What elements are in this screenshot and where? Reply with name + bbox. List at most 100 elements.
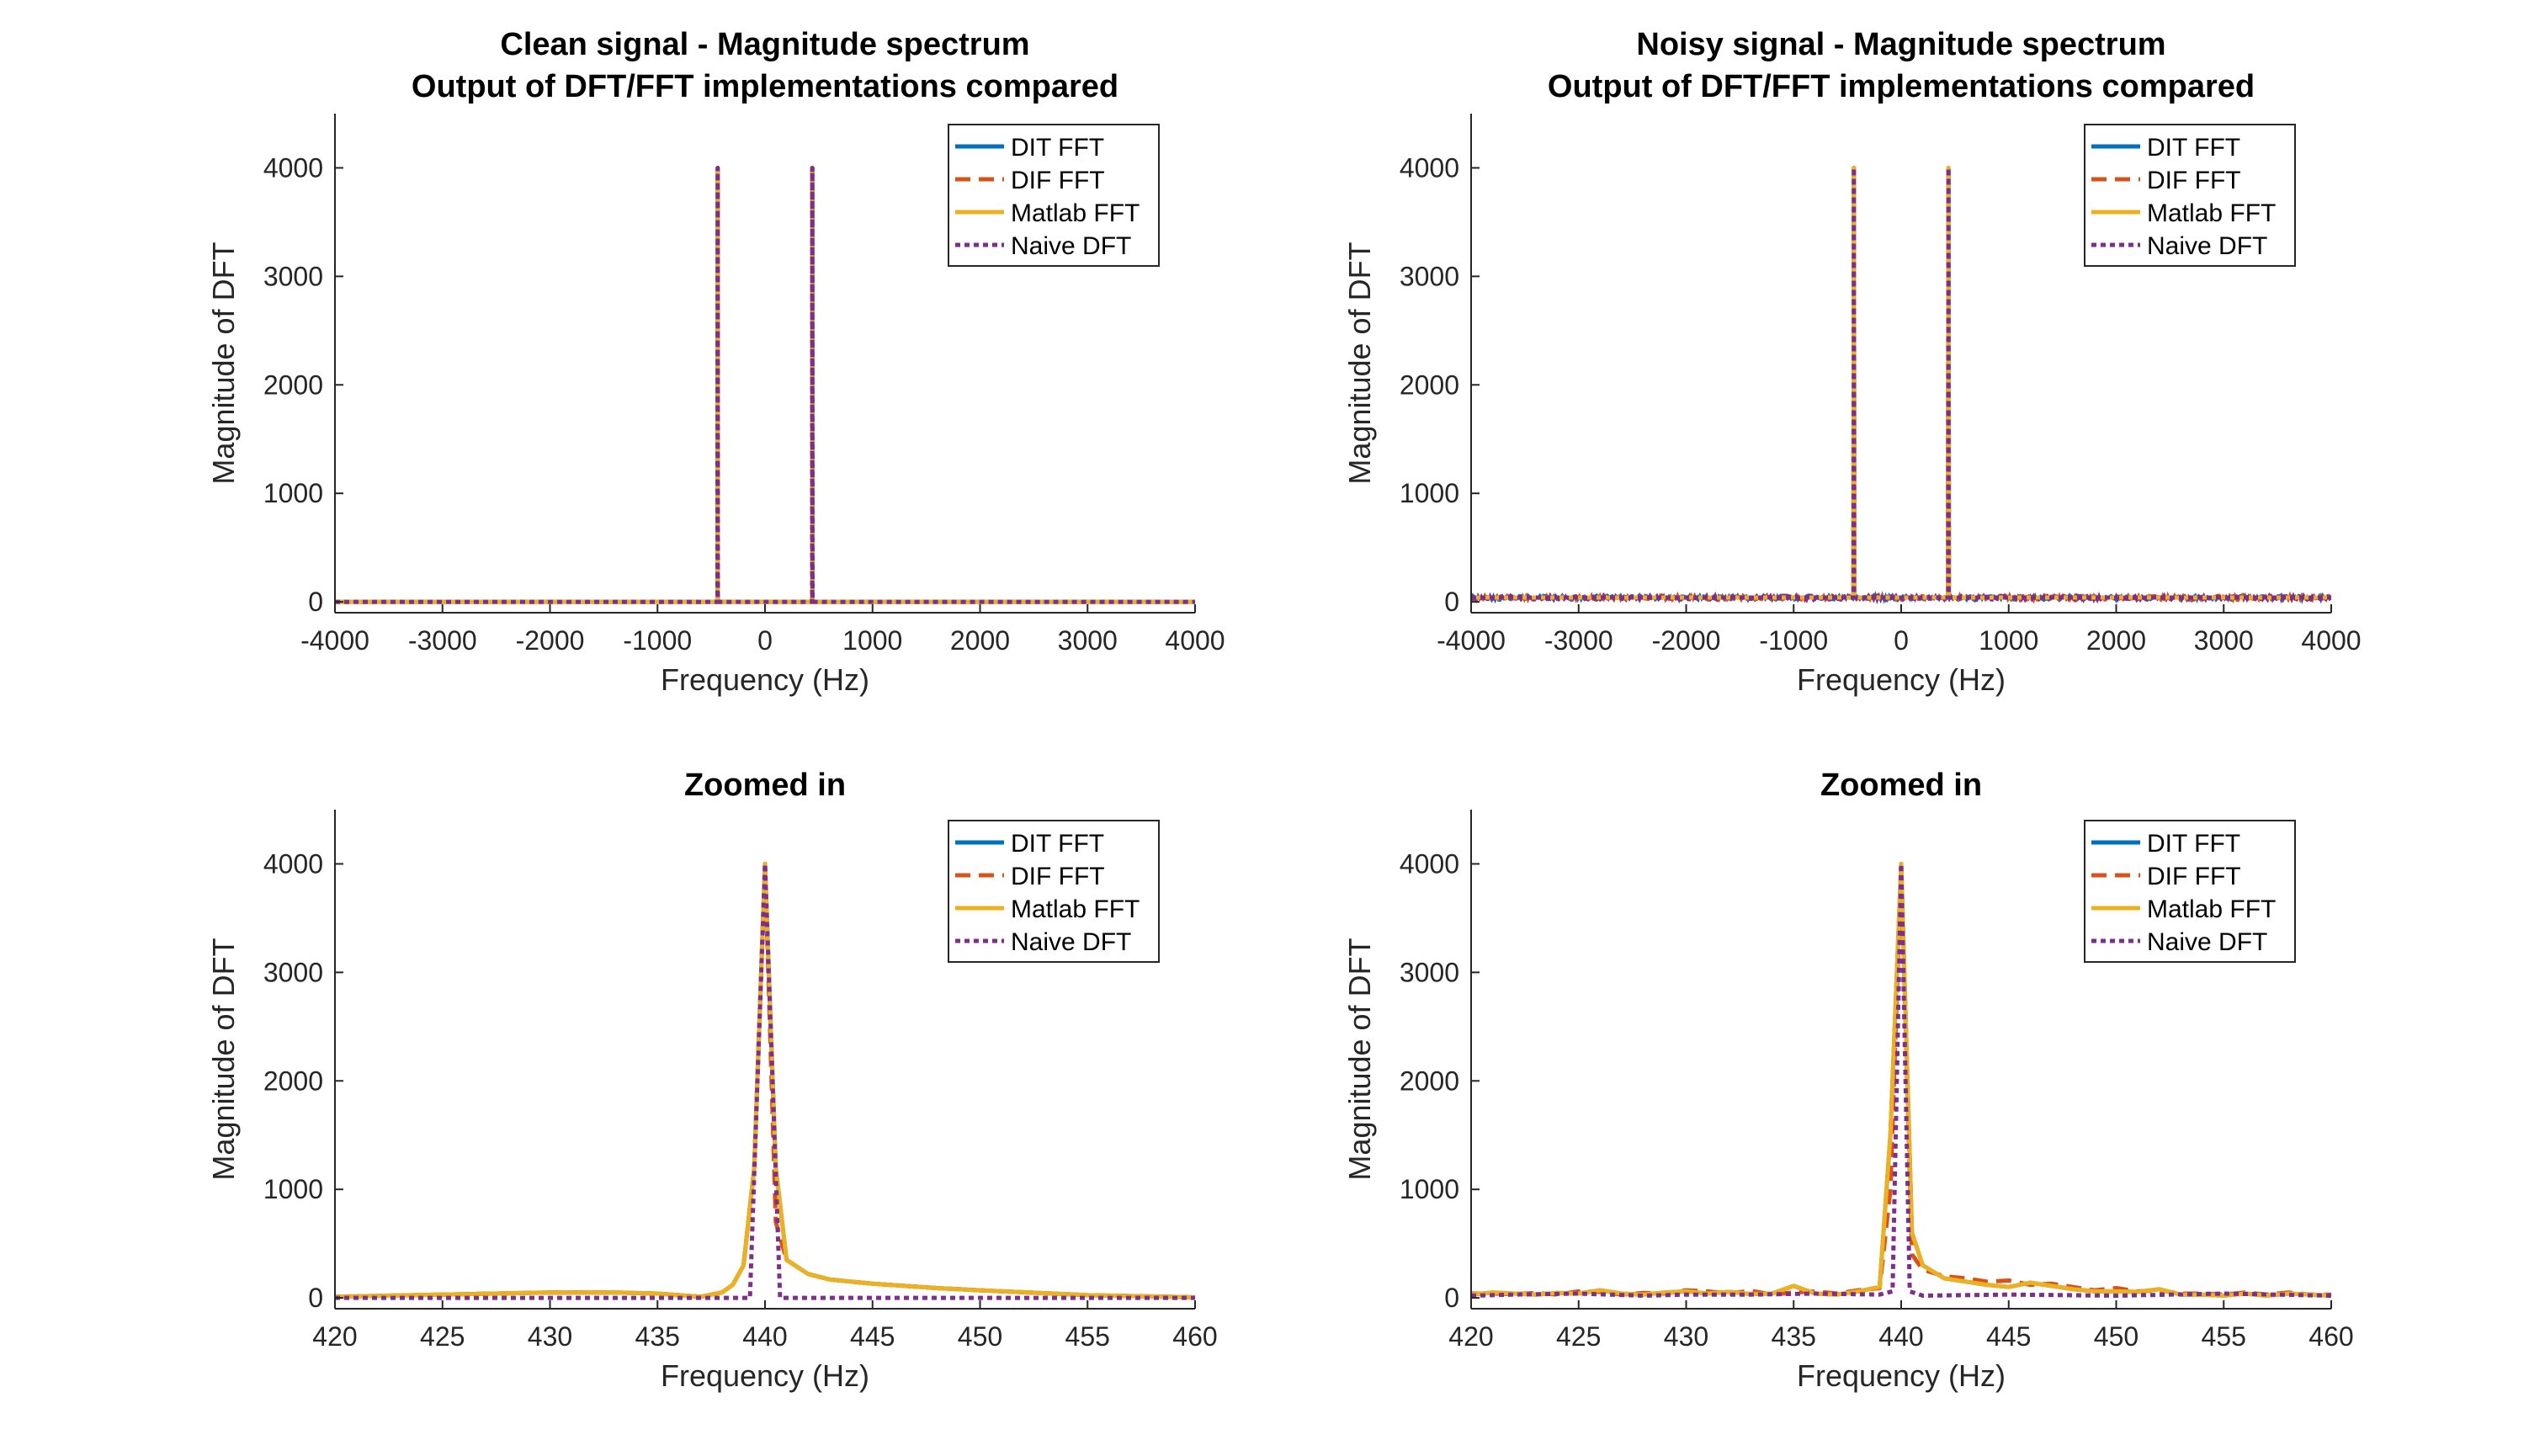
y-tick-label: 2000 (263, 1065, 323, 1096)
x-tick-label: 420 (1448, 1321, 1493, 1352)
x-tick-label: 430 (528, 1321, 572, 1352)
x-tick-label: 445 (1986, 1321, 2031, 1352)
legend: DIT FFT DIF FFT Matlab FFT Naive DFT (948, 820, 1160, 963)
x-tick-label: 455 (1065, 1321, 1110, 1352)
chart-panel-4: Zoomed in 420 425 430 435 440 445 450 455 460 0 100… (1342, 768, 2354, 1393)
series-group (1471, 166, 2331, 605)
x-axis-label: Frequency (Hz) (1797, 662, 2006, 697)
chart-title-line: Output of DFT/FFT implementations compar… (412, 69, 1118, 104)
legend-label-dif: DIF FFT (2147, 863, 2241, 890)
x-tick-label: 425 (1556, 1321, 1601, 1352)
x-tick-label: 3000 (1058, 625, 1118, 656)
y-tick-label: 3000 (263, 957, 323, 987)
legend-label-dif: DIF FFT (1011, 167, 1105, 194)
x-tick-label: 3000 (2194, 625, 2254, 656)
x-tick-label: -1000 (1759, 625, 1828, 656)
x-tick-label: 450 (958, 1321, 1002, 1352)
x-tick-label: 420 (312, 1321, 357, 1352)
x-tick-label: 460 (2309, 1321, 2353, 1352)
legend-label-matlab: Matlab FFT (2147, 895, 2276, 923)
y-tick-label: 2000 (1400, 1065, 1459, 1096)
legend-label-naive: Naive DFT (1011, 232, 1131, 260)
chart-title-line: Zoomed in (1820, 768, 1982, 803)
x-tick-label: -3000 (408, 625, 477, 656)
chart-panel-3: Zoomed in 420 425 430 435 440 445 450 455 460 0 100… (206, 768, 1218, 1393)
x-tick-label: 435 (1772, 1321, 1816, 1352)
y-tick-label: 3000 (1400, 957, 1459, 987)
legend-label-matlab: Matlab FFT (1011, 199, 1140, 227)
y-axis-label: Magnitude of DFT (206, 242, 241, 484)
legend-label-matlab: Matlab FFT (2147, 199, 2276, 227)
x-tick-label: 435 (635, 1321, 680, 1352)
y-tick-label: 4000 (263, 848, 323, 879)
legend-label-dif: DIF FFT (1011, 863, 1105, 890)
x-tick-label: -3000 (1544, 625, 1613, 656)
x-axis-label: Frequency (Hz) (1797, 1358, 2006, 1393)
x-tick-label: -1000 (623, 625, 692, 656)
y-tick-label: 4000 (1400, 152, 1459, 183)
chart-title-line: Zoomed in (684, 768, 846, 803)
x-tick-label: 440 (1878, 1321, 1923, 1352)
legend-label-dif: DIF FFT (2147, 167, 2241, 194)
series-group (335, 166, 1195, 604)
x-axis-label: Frequency (Hz) (661, 1358, 869, 1393)
y-axis-label: Magnitude of DFT (206, 938, 241, 1180)
legend-label-naive: Naive DFT (2147, 232, 2267, 260)
y-tick-label: 1000 (263, 478, 323, 508)
x-tick-label: 455 (2202, 1321, 2246, 1352)
x-tick-label: 450 (2094, 1321, 2139, 1352)
legend-label-dit: DIT FFT (2147, 830, 2240, 858)
series-line-naive (1471, 166, 2331, 600)
legend-label-naive: Naive DFT (2147, 928, 2267, 956)
series-group (1471, 862, 2331, 1298)
x-tick-label: 2000 (950, 625, 1010, 656)
x-tick-label: 425 (420, 1321, 465, 1352)
legend-label-dit: DIT FFT (1011, 830, 1104, 858)
y-tick-label: 4000 (263, 152, 323, 183)
y-tick-label: 0 (1444, 587, 1459, 617)
x-tick-label: -2000 (516, 625, 585, 656)
x-tick-label: -4000 (300, 625, 369, 656)
legend-label-naive: Naive DFT (1011, 928, 1131, 956)
chart-title-line: Noisy signal - Magnitude spectrum (1636, 27, 2165, 62)
x-tick-label: -2000 (1652, 625, 1721, 656)
x-tick-label: 445 (850, 1321, 895, 1352)
x-tick-label: 440 (742, 1321, 787, 1352)
x-tick-label: -4000 (1437, 625, 1506, 656)
x-tick-label: 0 (1894, 625, 1909, 656)
x-tick-label: 430 (1664, 1321, 1708, 1352)
y-tick-label: 0 (308, 587, 323, 617)
y-axis-label: Magnitude of DFT (1342, 242, 1377, 484)
x-tick-label: 0 (757, 625, 773, 656)
chart-panel-1: Clean signal - Magnitude spectrum Output … (206, 27, 1225, 697)
chart-title-line: Output of DFT/FFT implementations compar… (1548, 69, 2255, 104)
legend-label-matlab: Matlab FFT (1011, 895, 1140, 923)
y-tick-label: 1000 (1400, 478, 1459, 508)
x-tick-label: 2000 (2086, 625, 2146, 656)
y-axis-label: Magnitude of DFT (1342, 938, 1377, 1180)
x-tick-label: 1000 (1979, 625, 2038, 656)
legend: DIT FFT DIF FFT Matlab FFT Naive DFT (948, 124, 1160, 267)
series-line-naive (1471, 862, 2331, 1298)
y-tick-label: 3000 (263, 261, 323, 291)
y-tick-label: 4000 (1400, 848, 1459, 879)
legend: DIT FFT DIF FFT Matlab FFT Naive DFT (2084, 820, 2296, 963)
y-tick-label: 0 (1444, 1283, 1459, 1313)
chart-title-line: Clean signal - Magnitude spectrum (500, 27, 1029, 62)
y-tick-label: 2000 (263, 369, 323, 400)
y-tick-label: 0 (308, 1283, 323, 1313)
y-tick-label: 1000 (1400, 1174, 1459, 1204)
x-tick-label: 460 (1172, 1321, 1217, 1352)
series-line-naive (335, 166, 1195, 604)
legend-label-dit: DIT FFT (1011, 134, 1104, 162)
legend-label-dit: DIT FFT (2147, 134, 2240, 162)
legend: DIT FFT DIF FFT Matlab FFT Naive DFT (2084, 124, 2296, 267)
series-group (335, 862, 1195, 1300)
y-tick-label: 2000 (1400, 369, 1459, 400)
chart-panel-2: Noisy signal - Magnitude spectrum Output … (1342, 27, 2362, 697)
x-tick-label: 1000 (842, 625, 902, 656)
x-tick-label: 4000 (2301, 625, 2361, 656)
y-tick-label: 1000 (263, 1174, 323, 1204)
x-tick-label: 4000 (1165, 625, 1225, 656)
